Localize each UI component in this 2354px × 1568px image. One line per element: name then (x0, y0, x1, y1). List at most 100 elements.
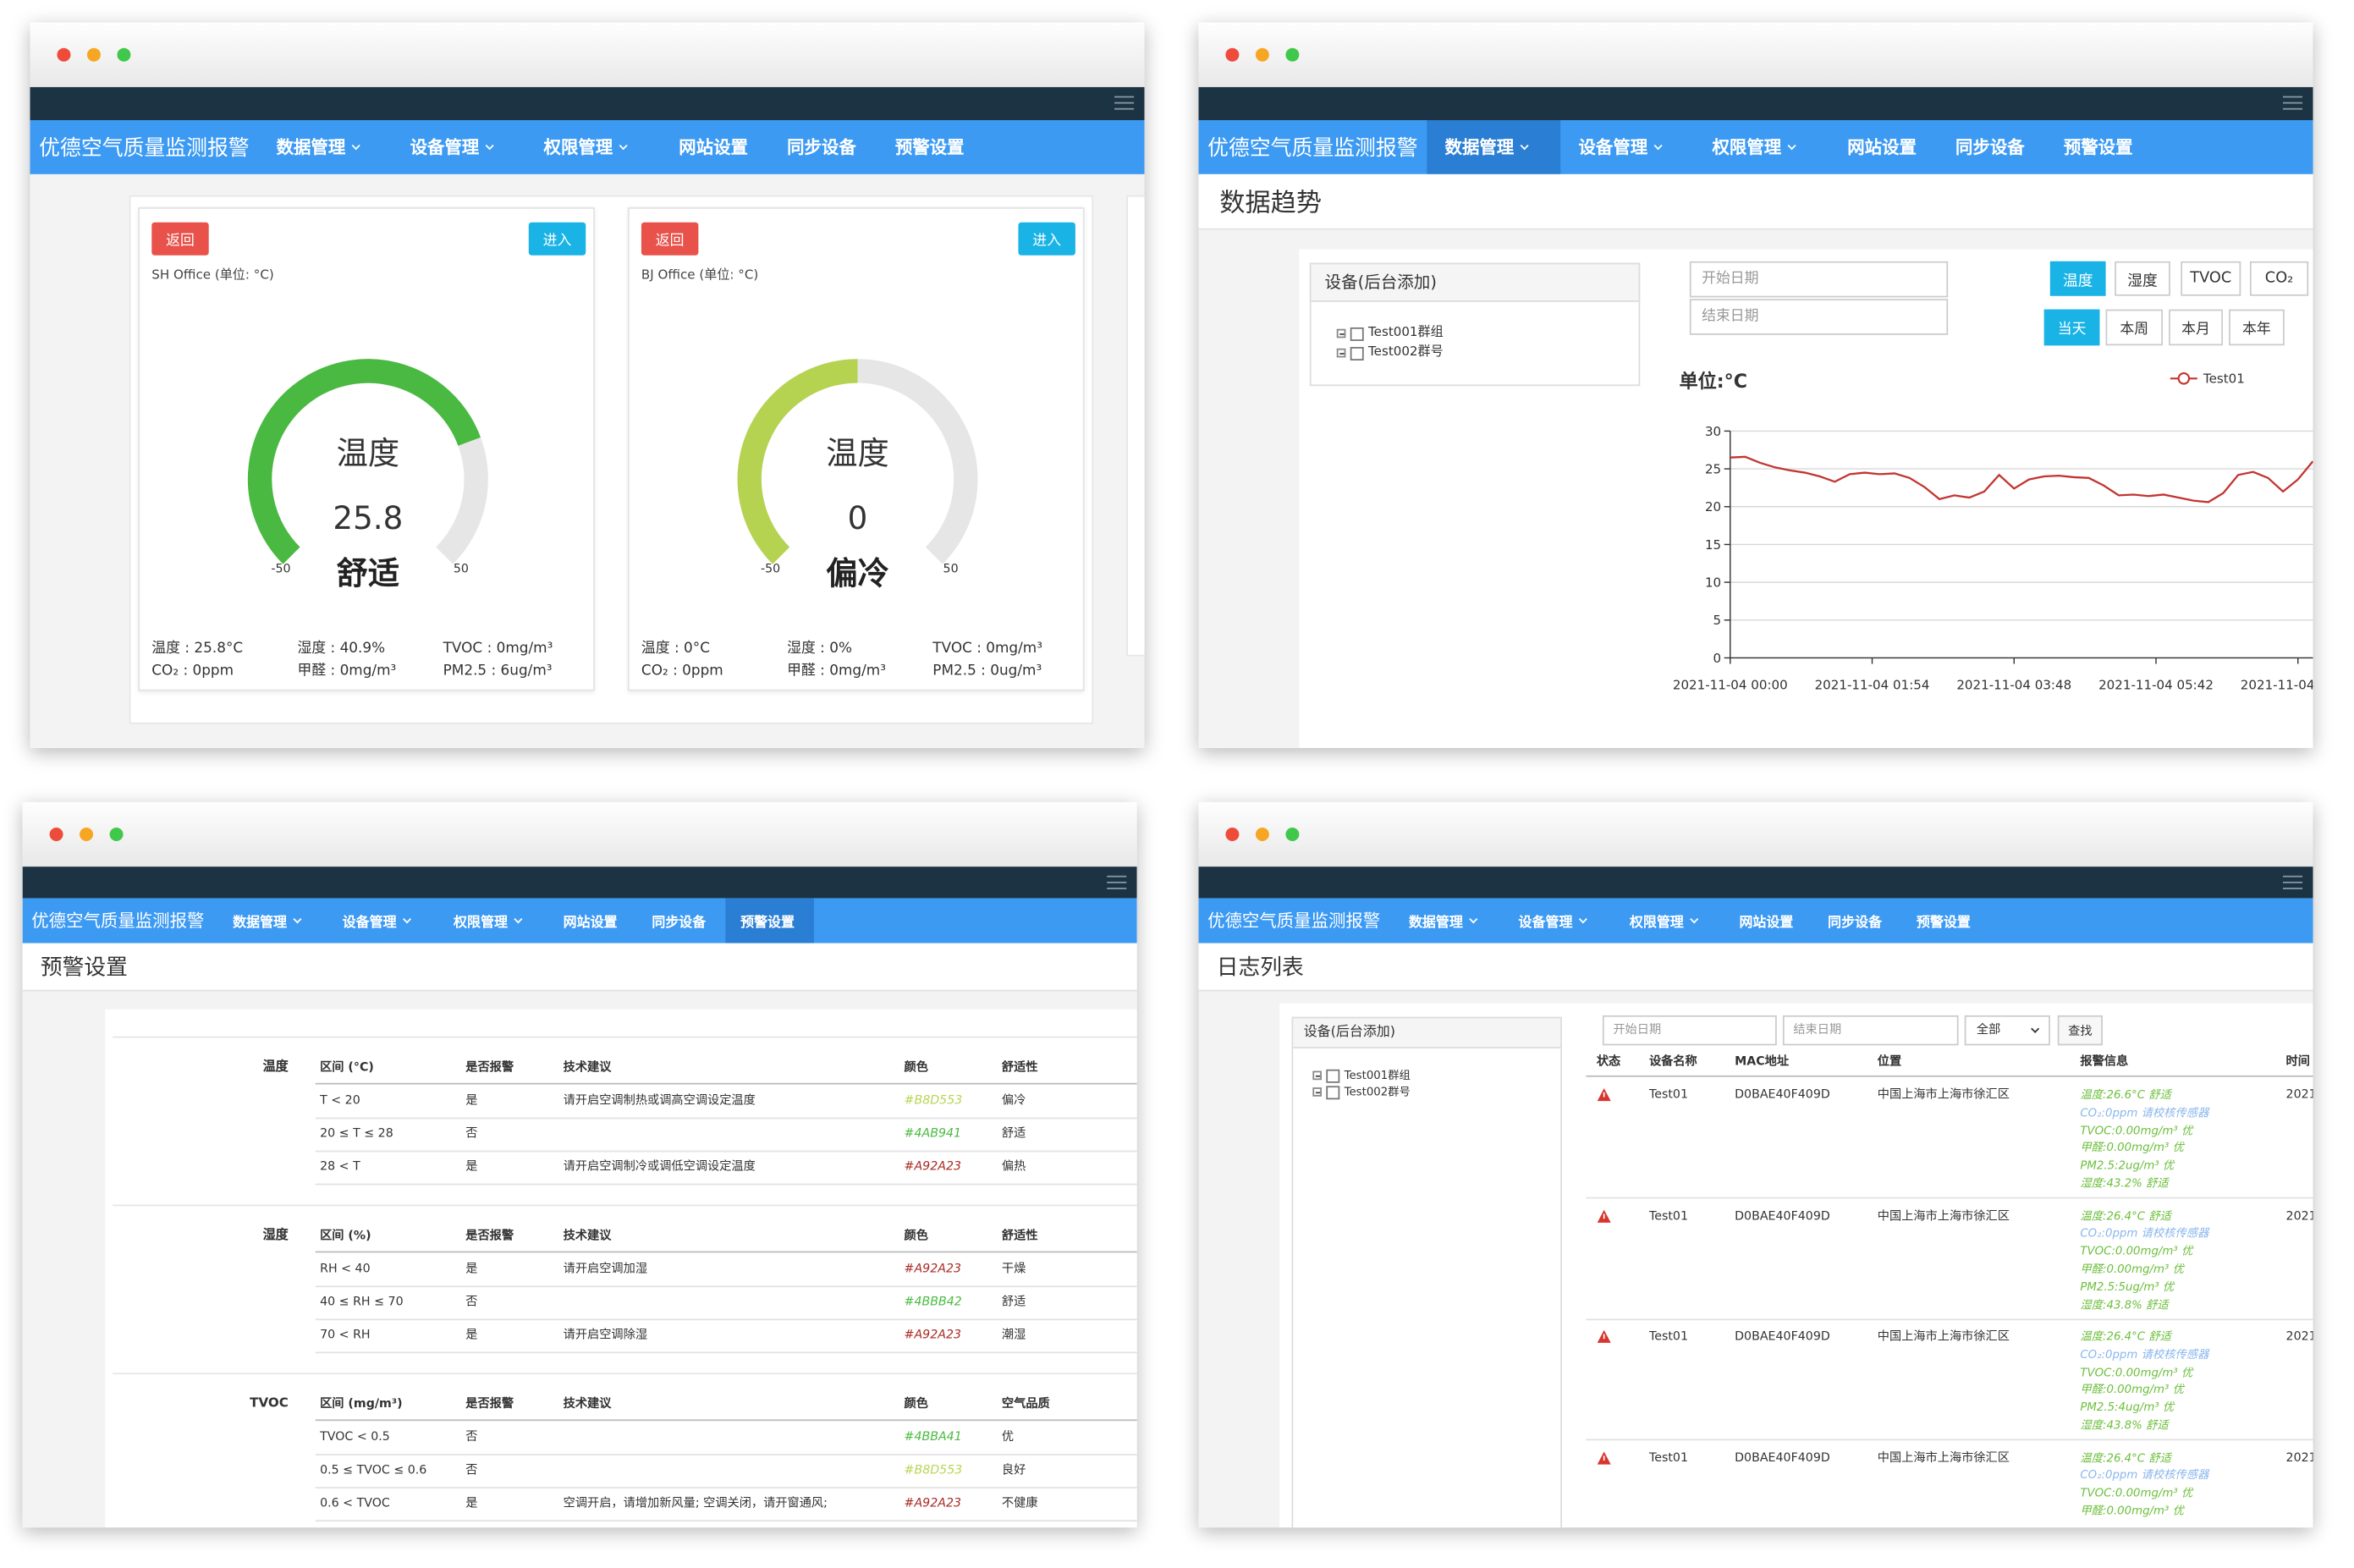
nav-item[interactable]: 权限管理 (1694, 120, 1829, 174)
metric-button[interactable]: 湿度 (2115, 261, 2170, 296)
enter-button[interactable]: 进入 (1018, 222, 1075, 256)
menu-icon-line (2283, 888, 2303, 890)
alert-line: 湿度:43.2% 舒适 (2080, 1176, 2169, 1191)
nav-item[interactable]: 权限管理 (525, 120, 661, 174)
search-button[interactable]: 查找 (2057, 1015, 2103, 1046)
column-header: 区间 (°C) (320, 1060, 374, 1075)
gauge-label: 温度 (337, 434, 400, 471)
device-panel (1291, 1016, 1562, 1528)
enter-button[interactable]: 进入 (528, 222, 586, 256)
nav-item-label: 设备管理 (1578, 136, 1648, 158)
nav-item[interactable]: 预警设置 (1901, 898, 1990, 943)
nav-item[interactable]: 数据管理 (1427, 120, 1561, 174)
nav-item[interactable]: 同步设备 (637, 898, 726, 943)
window-dot (57, 47, 71, 62)
range-button[interactable]: 本年 (2229, 309, 2285, 346)
menu-icon-line (1107, 888, 1127, 890)
row-rule (1586, 1439, 2313, 1441)
nav-bar: 优德空气质量监测报警 数据管理 设备管理 权限管理 网站设置 同步设备 预警设置 (1198, 898, 2313, 944)
location-label: SH Office (单位: °C) (151, 268, 274, 284)
range-button[interactable]: 本周 (2105, 309, 2163, 346)
cell-advice: 空调开启，请增加新风量; 空调关闭，请开窗通风; (563, 1495, 828, 1510)
metric-button[interactable]: CO₂ (2249, 261, 2309, 296)
cell-alarm: 是 (465, 1262, 478, 1275)
nav-item[interactable]: 网站设置 (1724, 898, 1813, 943)
nav-item-label: 权限管理 (1712, 136, 1782, 158)
nav-item[interactable]: 设备管理 (1560, 120, 1694, 174)
y-tick-label: 20 (1705, 499, 1721, 514)
top-bar (22, 867, 1137, 899)
column-header: 舒适性 (1001, 1060, 1038, 1075)
cell-level: 舒适 (1001, 1126, 1026, 1141)
gauge-max: 50 (454, 562, 469, 575)
gauge-status: 舒适 (337, 554, 400, 591)
nav-item[interactable]: 设备管理 (1504, 898, 1614, 943)
nav-item[interactable]: 预警设置 (877, 120, 986, 174)
checkbox[interactable] (1326, 1068, 1340, 1082)
checkbox[interactable] (1350, 346, 1364, 360)
nav-item[interactable]: 权限管理 (438, 898, 548, 943)
alert-line: 甲醛:0.00mg/m³ 优 (2080, 1504, 2184, 1517)
brand: 优德空气质量监测报警 (31, 910, 205, 932)
x-tick-label: 2021-11-04 03:48 (1956, 678, 2071, 693)
nav-item[interactable]: 数据管理 (1394, 898, 1504, 943)
graphic: 温度 25.8 舒适 -50 50 (247, 359, 488, 591)
nav-item[interactable]: 权限管理 (1614, 898, 1724, 943)
end-date-input[interactable] (1782, 1015, 1959, 1046)
nav-item[interactable]: 设备管理 (392, 120, 525, 174)
nav-item[interactable]: 同步设备 (769, 120, 877, 174)
cell-level: 干燥 (1001, 1262, 1026, 1275)
nav-item[interactable]: 同步设备 (1812, 898, 1901, 943)
nav-item-label: 权限管理 (543, 136, 613, 158)
cell-device: Test01 (1648, 1450, 1688, 1464)
nav-item[interactable]: 网站设置 (548, 898, 637, 943)
nav-item[interactable]: 网站设置 (1829, 120, 1938, 174)
cell-range: 70 < RH (320, 1328, 371, 1342)
chevron (619, 140, 628, 150)
start-date-input[interactable] (1602, 1015, 1777, 1046)
end-date-input[interactable] (1689, 299, 1949, 335)
back-button[interactable]: 返回 (641, 222, 699, 256)
nav-item[interactable]: 网站设置 (661, 120, 769, 174)
select[interactable] (1964, 1015, 2050, 1046)
cell-alarm: 是 (465, 1159, 478, 1174)
nav-bar: 优德空气质量监测报警 数据管理 设备管理 权限管理 网站设置 同步设备 预警设置 (30, 120, 1145, 174)
checkbox[interactable] (1350, 327, 1364, 341)
header-rule (1586, 1075, 2313, 1077)
graphic (1597, 1087, 1611, 1102)
nav-item-label: 同步设备 (787, 136, 856, 158)
menu-icon-line (2283, 107, 2303, 111)
gauge-max: 50 (943, 562, 959, 575)
nav-item[interactable]: 设备管理 (327, 898, 438, 943)
range-button[interactable]: 当天 (2043, 309, 2100, 346)
metric-button[interactable]: 温度 (2049, 261, 2106, 296)
checkbox[interactable] (1326, 1085, 1340, 1099)
cell-level: 舒适 (1001, 1295, 1026, 1309)
graphic (1597, 1329, 1611, 1343)
metric-button[interactable]: TVOC (2181, 261, 2241, 296)
nav-item[interactable]: 数据管理 (217, 898, 327, 943)
range-button[interactable]: 本月 (2169, 309, 2223, 346)
alert-line: 湿度:43.8% 舒适 (2080, 1297, 2169, 1312)
cell-mac: D0BAE40F409D (1735, 1329, 1830, 1343)
device-item: Test002群号 (1344, 1084, 1411, 1098)
section-divider (113, 1373, 1137, 1375)
end-date-placeholder: 结束日期 (1702, 308, 1759, 325)
y-tick-label: 5 (1713, 613, 1722, 628)
reading: 湿度 : 40.9% (297, 640, 386, 657)
warning-icon-mark (1603, 1092, 1605, 1098)
nav-item[interactable]: 同步设备 (1938, 120, 2046, 174)
nav-item[interactable]: 预警设置 (725, 898, 815, 944)
back-button[interactable]: 返回 (151, 222, 209, 256)
cell-level: 偏热 (1001, 1159, 1026, 1174)
reading: CO₂ : 0ppm (151, 663, 234, 679)
column-header: 区间 (%) (320, 1228, 371, 1242)
nav-item[interactable]: 预警设置 (2046, 120, 2154, 174)
start-date-input[interactable] (1689, 261, 1949, 298)
menu-icon-line (1114, 96, 1135, 99)
gauge-arc (247, 359, 481, 564)
column-header: 颜色 (904, 1228, 928, 1242)
cell-device: Test01 (1648, 1208, 1688, 1222)
nav-item[interactable]: 数据管理 (258, 120, 392, 174)
